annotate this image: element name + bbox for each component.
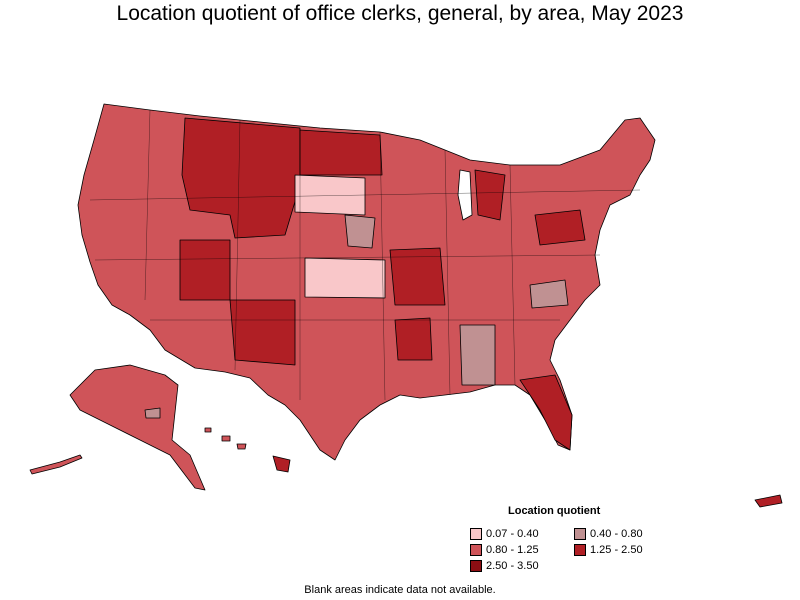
region-pennsylvania-high [534,209,586,246]
legend-swatch [470,560,482,572]
region-arkansas-high [394,317,433,361]
alaska [69,364,206,491]
legend-label: 0.80 - 1.25 [486,544,539,556]
region-north-dakota-high [299,129,383,176]
region-new-mexico-high [229,299,296,366]
legend-label: 0.40 - 0.80 [590,528,643,540]
legend-swatch [574,544,586,556]
legend-swatch [470,528,482,540]
region-south-dakota-low [294,174,366,216]
region-missouri-high [389,247,446,306]
legend: Location quotient 0.07 - 0.40 0.40 - 0.8… [470,505,670,573]
region-mississippi-mid [459,324,496,386]
region-florida-high [519,374,573,451]
map-title: Location quotient of office clerks, gene… [116,2,684,25]
region-kansas-low [304,257,386,299]
legend-title: Location quotient [508,505,601,517]
legend-item-0.40-0.80: 0.40 - 0.80 [574,527,670,541]
legend-item-1.25-2.50: 1.25 - 2.50 [574,543,670,557]
legend-label: 1.25 - 2.50 [590,544,643,556]
puerto-rico [754,494,783,508]
lake-michigan [457,169,473,221]
region-utah-high [179,239,231,301]
county-boundaries [89,109,641,401]
legend-item-0.80-1.25: 0.80 - 1.25 [470,543,574,557]
legend-item-0.07-0.40: 0.07 - 0.40 [470,527,574,541]
hawaii [204,427,291,473]
legend-label: 0.07 - 0.40 [486,528,539,540]
legend-item-2.50-3.50: 2.50 - 3.50 [470,559,574,573]
footnote: Blank areas indicate data not available. [304,584,496,596]
region-nebraska-mid [344,214,376,249]
region-carolinas-mid [529,279,569,309]
legend-swatch [470,544,482,556]
region-michigan-high [474,169,506,221]
alaska-aleutians [29,454,83,475]
alaska-mid-area [144,407,161,419]
legend-label: 2.50 - 3.50 [486,560,539,572]
legend-swatch [574,528,586,540]
